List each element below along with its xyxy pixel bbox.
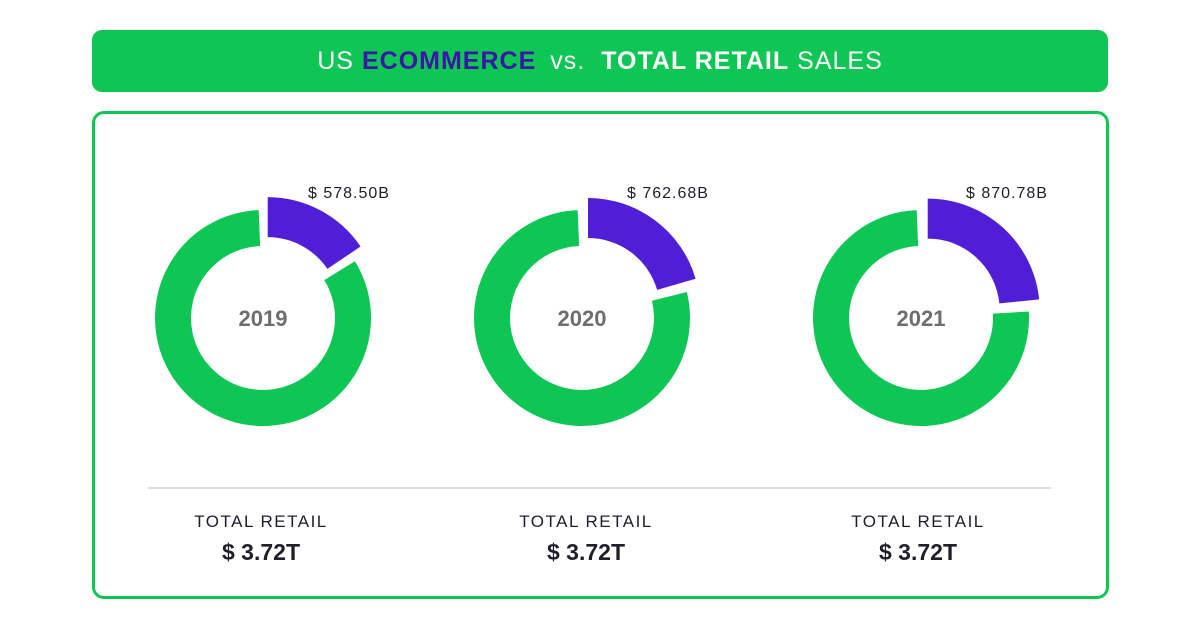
donut-2019: 2019 $ 578.50B xyxy=(155,185,390,427)
retail-total-2020: TOTAL RETAIL $ 3.72T xyxy=(476,510,696,568)
retail-total-label: TOTAL RETAIL xyxy=(851,512,985,531)
year-label: 2020 xyxy=(558,306,607,331)
title-part-vs: vs. xyxy=(550,46,586,75)
slice-other-retail xyxy=(813,210,1029,427)
title-part-total-retail: TOTAL RETAIL xyxy=(601,46,790,75)
ecommerce-value-label: $ 762.68B xyxy=(627,185,709,202)
retail-total-value: $ 3.72T xyxy=(222,539,300,565)
slice-ecommerce xyxy=(588,198,696,290)
slice-other-retail xyxy=(474,210,690,426)
retail-total-2019: TOTAL RETAIL $ 3.72T xyxy=(151,510,371,568)
donut-2020: 2020 $ 762.68B xyxy=(474,185,709,426)
ecommerce-value-label: $ 870.78B xyxy=(966,185,1048,202)
title-banner: US ECOMMERCE vs. TOTAL RETAIL SALES xyxy=(92,30,1108,92)
slice-ecommerce xyxy=(927,198,1040,304)
title-part-us: US xyxy=(317,46,354,75)
donut-2021: 2021 $ 870.78B xyxy=(813,185,1048,427)
slice-ecommerce xyxy=(267,197,361,269)
title-part-sales: SALES xyxy=(797,46,883,75)
retail-total-label: TOTAL RETAIL xyxy=(194,512,328,531)
retail-total-2021: TOTAL RETAIL $ 3.72T xyxy=(808,510,1028,568)
retail-total-value: $ 3.72T xyxy=(879,539,957,565)
title-part-ecommerce: ECOMMERCE xyxy=(361,46,537,75)
retail-total-label: TOTAL RETAIL xyxy=(519,512,653,531)
ecommerce-value-label: $ 578.50B xyxy=(308,185,390,202)
divider xyxy=(148,487,1051,489)
retail-total-value: $ 3.72T xyxy=(547,539,625,565)
year-label: 2019 xyxy=(239,306,288,331)
chart-panel xyxy=(92,111,1109,599)
slice-other-retail xyxy=(155,210,371,427)
year-label: 2021 xyxy=(897,306,946,331)
